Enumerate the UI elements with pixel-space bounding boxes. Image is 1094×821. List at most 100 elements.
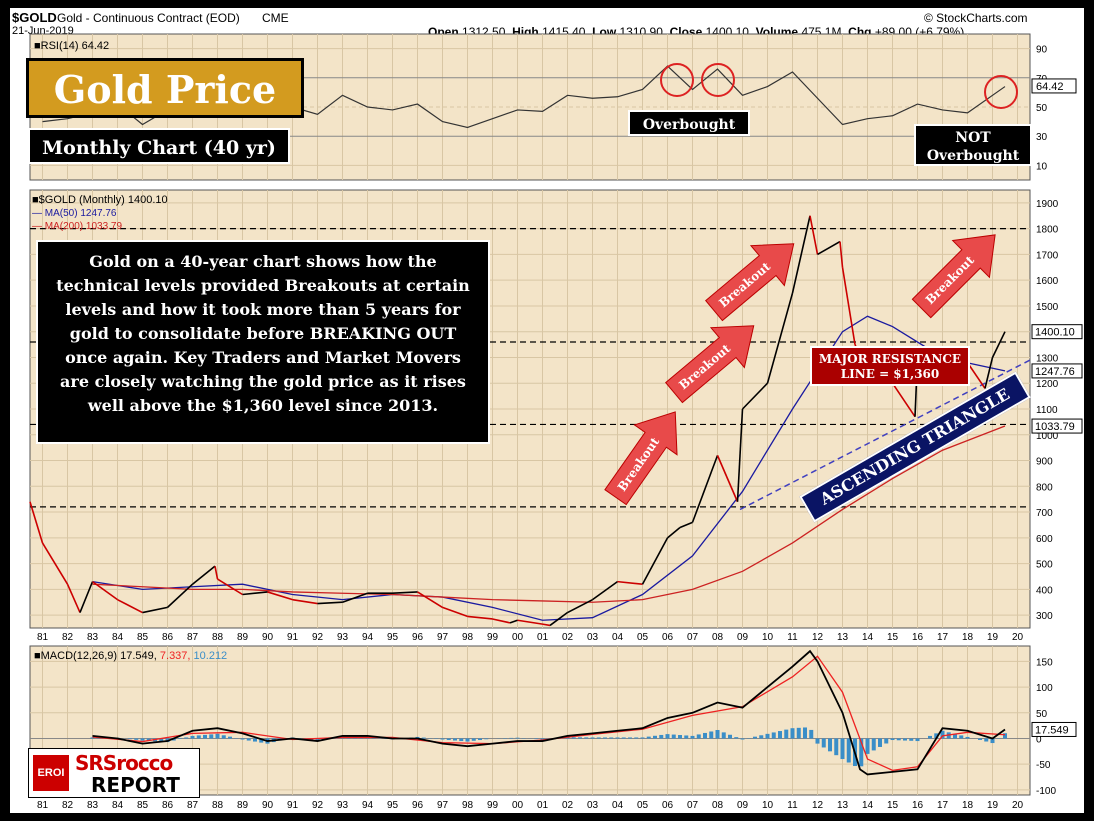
macd-histogram-bar xyxy=(884,738,889,744)
price-xtick-label: 20 xyxy=(1012,632,1024,643)
macd-xtick-label: 14 xyxy=(862,800,874,811)
macd-xtick-label: 11 xyxy=(787,800,798,811)
price-bar xyxy=(92,580,118,601)
macd-histogram-bar xyxy=(771,732,776,739)
ma50-legend: — MA(50) 1247.76 xyxy=(32,208,117,219)
price-ytick-label: 1500 xyxy=(1036,302,1059,313)
macd-histogram-bar xyxy=(478,738,482,741)
macd-histogram-bar xyxy=(228,736,232,739)
price-xtick-label: 81 xyxy=(37,632,49,643)
price-bar xyxy=(142,606,168,614)
macd-xtick-label: 92 xyxy=(312,800,324,811)
macd-xtick-label: 83 xyxy=(87,800,99,811)
macd-histogram-bar xyxy=(453,738,457,741)
rsi-last-value: 64.42 xyxy=(1036,81,1064,93)
macd-histogram-bar xyxy=(815,738,820,744)
price-bar xyxy=(417,591,443,609)
price-xtick-label: 07 xyxy=(687,632,699,643)
ma200-line xyxy=(92,425,1006,603)
macd-histogram-bar xyxy=(421,737,426,739)
price-bar xyxy=(991,331,1006,358)
price-bar xyxy=(117,598,143,614)
macd-histogram-bar xyxy=(734,737,739,739)
price-xtick-label: 17 xyxy=(937,632,949,643)
price-xtick-label: 16 xyxy=(912,632,924,643)
macd-histogram-bar xyxy=(646,736,651,739)
price-bar xyxy=(442,606,468,618)
price-bar xyxy=(679,521,693,529)
price-xtick-label: 97 xyxy=(437,632,449,643)
price-legend: ■$GOLD (Monthly) 1400.10 xyxy=(32,194,168,206)
macd-histogram-bar xyxy=(509,737,514,739)
macd-histogram-bar xyxy=(203,734,207,739)
macd-histogram-bar xyxy=(534,738,539,740)
macd-last-value: 17.549 xyxy=(1035,724,1069,736)
macd-histogram-bar xyxy=(253,738,257,742)
resistance-label: MAJOR RESISTANCE LINE = $1,360 xyxy=(810,346,970,386)
macd-histogram-bar xyxy=(578,737,582,739)
title-badge: Gold Price xyxy=(26,58,304,118)
price-ytick-label: 800 xyxy=(1036,482,1053,493)
macd-histogram-bar xyxy=(209,734,214,739)
macd-histogram-bar xyxy=(715,730,720,739)
macd-histogram-bar xyxy=(840,738,845,760)
macd-histogram-bar xyxy=(953,733,957,739)
macd-histogram-bar xyxy=(640,737,645,739)
macd-histogram-bar xyxy=(659,734,664,739)
macd-xtick-label: 88 xyxy=(212,800,224,811)
macd-histogram-bar xyxy=(603,737,607,739)
triangle-support-line xyxy=(739,359,1031,511)
rsi-ytick-label: 90 xyxy=(1036,45,1048,56)
price-xtick-label: 10 xyxy=(762,632,774,643)
macd-histogram-bar xyxy=(684,735,689,739)
macd-histogram-bar xyxy=(159,738,164,742)
macd-histogram-bar xyxy=(671,734,676,739)
price-xtick-label: 96 xyxy=(412,632,424,643)
price-bar xyxy=(716,455,739,503)
price-bar xyxy=(41,542,69,585)
price-bar xyxy=(342,592,368,603)
macd-ytick-label: 100 xyxy=(1036,683,1053,694)
price-bar xyxy=(741,382,769,410)
macd-histogram-bar xyxy=(315,738,320,742)
macd-histogram-bar xyxy=(796,727,801,739)
macd-histogram-bar xyxy=(878,738,882,747)
subtitle-box: Monthly Chart (40 yr) xyxy=(28,128,290,164)
price-bar xyxy=(79,581,94,613)
macd-histogram-bar xyxy=(859,738,864,767)
macd-legend: ■MACD(12,26,9) 17.549, 7.337, 10.212 xyxy=(34,650,227,662)
ma50-last-value-box xyxy=(1031,363,1083,379)
macd-xtick-label: 89 xyxy=(237,800,249,811)
price-ytick-label: 500 xyxy=(1036,560,1053,571)
macd-histogram-bar xyxy=(903,738,907,741)
macd-histogram-bar xyxy=(728,734,732,739)
macd-xtick-label: 91 xyxy=(287,800,299,811)
price-xtick-label: 15 xyxy=(887,632,899,643)
macd-ytick-label: 50 xyxy=(1036,709,1048,720)
macd-histogram-bar xyxy=(940,730,945,739)
breakout-arrow-shape xyxy=(664,325,755,404)
price-bar xyxy=(517,619,543,625)
chart-title: Gold Price xyxy=(53,67,277,112)
price-ytick-label: 1700 xyxy=(1036,250,1059,261)
price-xtick-label: 11 xyxy=(787,632,798,643)
macd-xtick-label: 84 xyxy=(112,800,124,811)
macd-histogram-bar xyxy=(171,738,176,741)
price-xtick-label: 89 xyxy=(237,632,249,643)
macd-histogram-bar xyxy=(965,736,970,739)
macd-xtick-label: 86 xyxy=(162,800,174,811)
price-xtick-label: 83 xyxy=(87,632,99,643)
breakout-arrow-shape xyxy=(704,243,795,322)
breakout-arrow-shape xyxy=(911,234,996,319)
macd-xtick-label: 06 xyxy=(662,800,674,811)
macd-histogram-bar xyxy=(653,735,657,739)
macd-histogram-bar xyxy=(1003,733,1007,739)
logo-line-1: SRSrocco xyxy=(75,751,173,775)
logo-line-2: REPORT xyxy=(91,773,180,797)
price-bar xyxy=(549,611,568,627)
macd-histogram-bar xyxy=(709,731,714,739)
macd-xtick-label: 02 xyxy=(562,800,574,811)
price-xtick-label: 09 xyxy=(737,632,749,643)
macd-xtick-label: 20 xyxy=(1012,800,1024,811)
macd-histogram-bar xyxy=(221,735,226,739)
